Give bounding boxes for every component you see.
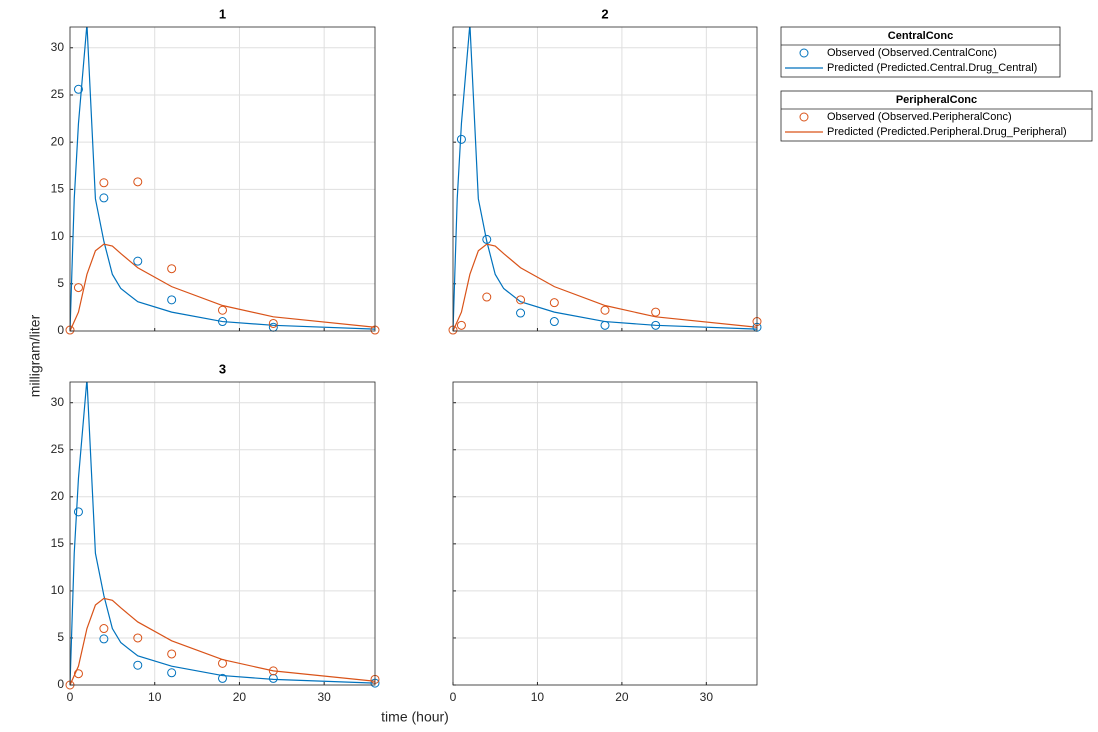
marker <box>268 318 278 328</box>
marker <box>651 307 661 317</box>
legend-label: Predicted (Predicted.Peripheral.Drug_Per… <box>827 126 1067 138</box>
plot-area <box>70 382 375 685</box>
plot-area <box>70 27 375 331</box>
marker <box>549 298 559 308</box>
line <box>70 27 375 331</box>
marker <box>549 317 559 327</box>
axes-box <box>452 26 758 332</box>
y-tick-label: 5 <box>57 276 64 290</box>
marker <box>218 673 227 683</box>
marker <box>73 507 83 517</box>
y-tick-label: 30 <box>51 395 65 409</box>
marker <box>218 658 227 668</box>
marker <box>133 256 143 266</box>
marker <box>99 624 109 634</box>
marker <box>600 320 610 330</box>
y-tick-label: 10 <box>51 583 65 597</box>
marker <box>167 264 177 274</box>
marker <box>133 660 143 670</box>
line <box>70 597 375 685</box>
y-tick-label: 5 <box>57 630 64 644</box>
line <box>70 243 375 331</box>
marker <box>516 295 526 305</box>
y-tick-label: 25 <box>51 442 65 456</box>
legend: PeripheralConc Observed (Observed.Periphe… <box>780 90 1093 142</box>
marker <box>218 317 227 327</box>
legend: CentralConc Observed (Observed.CentralCon… <box>780 26 1061 78</box>
marker <box>167 668 177 678</box>
marker <box>99 178 109 188</box>
marker <box>73 84 83 94</box>
legend-box <box>780 26 1061 78</box>
panel: 0 10 20 30 <box>450 381 758 704</box>
legend-marker <box>799 48 809 58</box>
marker <box>167 295 177 305</box>
x-tick-label: 20 <box>615 690 629 704</box>
marker <box>133 633 143 643</box>
legend-title: PeripheralConc <box>896 94 977 106</box>
legend-label: Observed (Observed.CentralConc) <box>827 47 997 59</box>
marker <box>73 669 83 679</box>
marker <box>456 320 466 330</box>
legend-title: CentralConc <box>888 30 953 42</box>
panel: 0 5 10 15 20 25 30 1 <box>51 6 380 337</box>
x-tick-label: 30 <box>700 690 714 704</box>
marker <box>133 177 143 187</box>
marker <box>600 305 610 315</box>
marker <box>482 234 492 244</box>
marker <box>268 666 278 676</box>
panel: 2 <box>448 6 762 335</box>
x-axis-label: time (hour) <box>381 709 449 725</box>
marker <box>456 134 466 144</box>
line <box>453 243 757 331</box>
marker <box>482 292 492 302</box>
marker <box>73 283 83 293</box>
legend-marker <box>799 112 809 122</box>
line <box>70 382 375 685</box>
panel: 0 5 10 15 20 25 30 0 10 20 30 3 <box>51 361 380 704</box>
x-tick-label: 10 <box>148 690 162 704</box>
x-tick-label: 30 <box>317 690 331 704</box>
y-tick-label: 10 <box>51 229 65 243</box>
axes-box <box>452 381 758 686</box>
marker <box>218 305 227 315</box>
axes-box <box>69 26 376 332</box>
panel-title: 1 <box>219 6 226 21</box>
y-tick-label: 0 <box>57 323 64 337</box>
panel-title: 2 <box>601 6 608 21</box>
y-tick-label: 15 <box>51 182 65 196</box>
marker <box>167 649 177 659</box>
marker <box>99 634 109 644</box>
y-tick-label: 0 <box>57 677 64 691</box>
marker <box>516 308 526 318</box>
y-axis-label: milligram/liter <box>27 314 43 397</box>
y-tick-label: 20 <box>51 134 65 148</box>
x-tick-label: 10 <box>531 690 545 704</box>
legend-box <box>780 90 1093 142</box>
y-tick-label: 25 <box>51 87 65 101</box>
marker <box>99 193 109 203</box>
marker <box>651 320 661 330</box>
x-tick-label: 0 <box>67 690 74 704</box>
y-tick-label: 30 <box>51 40 65 54</box>
y-tick-label: 15 <box>51 536 65 550</box>
x-tick-label: 0 <box>450 690 457 704</box>
legend-label: Observed (Observed.PeripheralConc) <box>827 111 1012 123</box>
legend-label: Predicted (Predicted.Central.Drug_Centra… <box>827 62 1037 74</box>
axes-box <box>69 381 376 686</box>
x-tick-label: 20 <box>233 690 247 704</box>
y-tick-label: 20 <box>51 489 65 503</box>
panel-title: 3 <box>219 361 226 376</box>
